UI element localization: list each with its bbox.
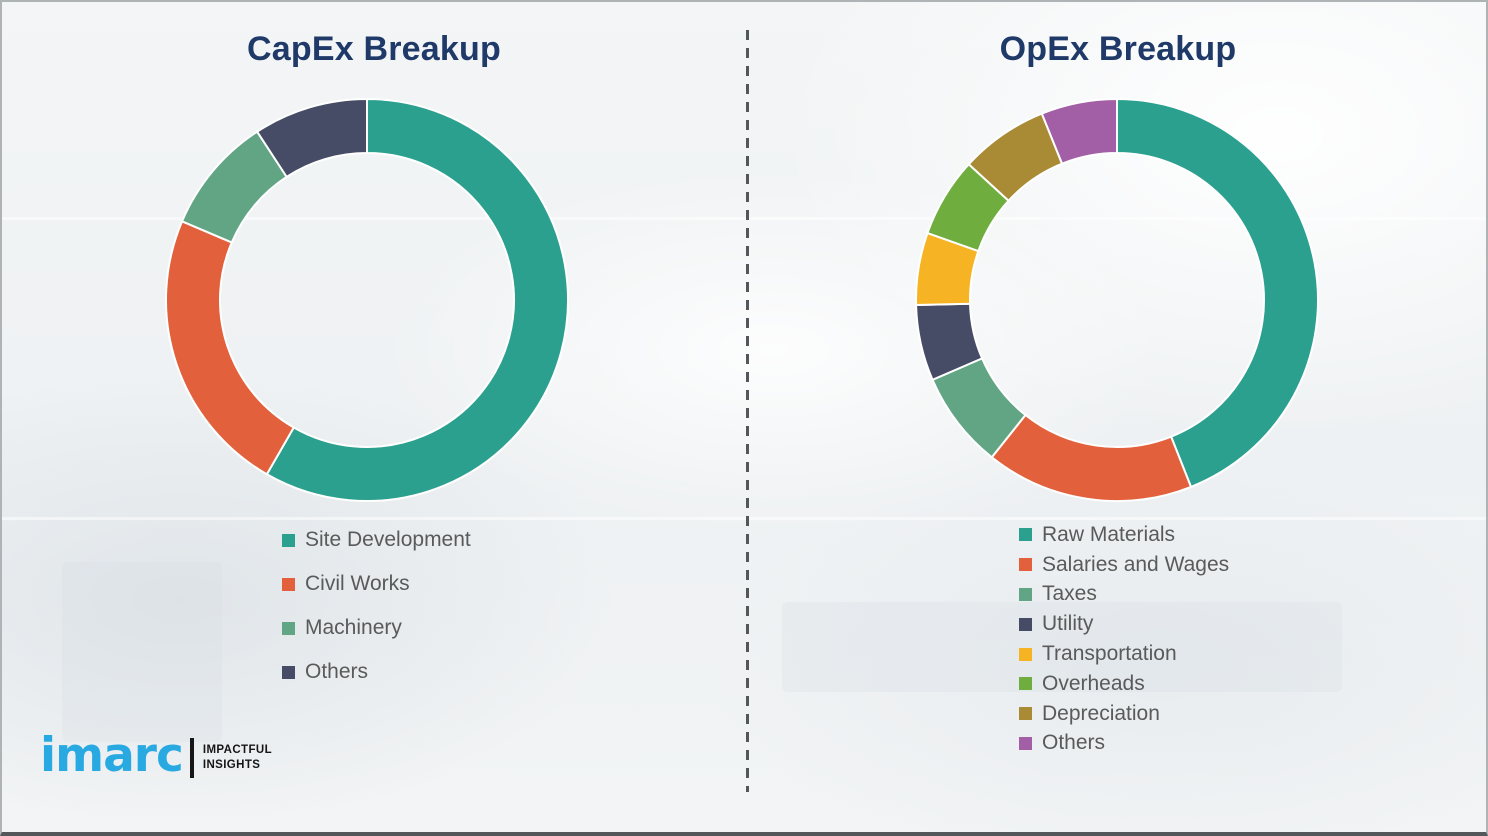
opex-chart-section: OpEx Breakup Raw Materials Salaries and W…	[746, 2, 1486, 832]
legend-swatch-icon	[282, 621, 295, 635]
legend-label: Machinery	[305, 616, 402, 639]
donut-segment-civil-works	[164, 220, 295, 476]
legend-label: Site Development	[305, 528, 471, 551]
legend-swatch-icon	[1019, 707, 1032, 721]
legend-label: Salaries and Wages	[1042, 552, 1230, 576]
legend-item-salaries-and-wages: Salaries and Wages	[1019, 550, 1229, 580]
legend-swatch-icon	[1019, 647, 1032, 661]
legend-label: Others	[305, 660, 369, 683]
legend-swatch-icon	[1019, 677, 1032, 691]
legend-label: Transportation	[1042, 642, 1177, 666]
legend-item-machinery: Machinery	[282, 606, 471, 650]
legend-label: Depreciation	[1042, 701, 1160, 725]
donut-segment-salaries-and-wages	[990, 414, 1192, 502]
opex-donut-chart	[915, 98, 1319, 502]
legend-item-depreciation: Depreciation	[1019, 699, 1229, 729]
legend-label: Overheads	[1042, 671, 1145, 695]
legend-label: Raw Materials	[1042, 522, 1176, 546]
legend-item-site-development: Site Development	[282, 518, 471, 562]
donut-segment-raw-materials	[1116, 98, 1319, 488]
legend-swatch-icon	[282, 533, 295, 547]
donut-segment-site-development	[265, 98, 569, 502]
logo-tagline: IMPACTFUL INSIGHTS	[203, 743, 272, 773]
capex-donut-chart	[164, 98, 569, 502]
legend-label: Utility	[1042, 612, 1094, 636]
legend-item-utility: Utility	[1019, 609, 1229, 639]
legend-item-others: Others	[1019, 729, 1229, 759]
legend-item-transportation: Transportation	[1019, 639, 1229, 669]
vertical-dashed-divider	[746, 30, 749, 792]
capex-chart-section: CapEx Breakup Site Development Civil Work…	[2, 2, 746, 832]
imarc-logo-wordmark: imarc	[40, 728, 184, 783]
capex-chart-title: CapEx Breakup	[247, 30, 501, 68]
legend-swatch-icon	[1019, 736, 1032, 750]
legend-swatch-icon	[1019, 528, 1032, 542]
legend-label: Others	[1042, 731, 1106, 755]
legend-item-taxes: Taxes	[1019, 580, 1229, 610]
legend-swatch-icon	[1019, 558, 1032, 572]
legend-label: Taxes	[1042, 582, 1097, 606]
opex-legend: Raw Materials Salaries and Wages Taxes Util…	[1019, 520, 1229, 758]
donut-segment-others	[1040, 98, 1118, 165]
legend-swatch-icon	[1019, 587, 1032, 601]
legend-swatch-icon	[282, 577, 295, 591]
legend-item-civil-works: Civil Works	[282, 562, 471, 606]
legend-label: Civil Works	[305, 572, 410, 595]
capex-legend: Site Development Civil Works Machinery Othe…	[282, 518, 471, 694]
logo-tagline-line2: INSIGHTS	[202, 758, 261, 771]
logo-tagline-line1: IMPACTFUL	[202, 743, 273, 756]
opex-chart-title: OpEx Breakup	[999, 30, 1237, 68]
legend-item-overheads: Overheads	[1019, 669, 1229, 699]
legend-item-others: Others	[282, 650, 471, 694]
legend-swatch-icon	[1019, 617, 1032, 631]
legend-item-raw-materials: Raw Materials	[1019, 520, 1229, 550]
logo-divider-bar	[189, 737, 194, 778]
donut-segment-others	[256, 98, 368, 178]
legend-swatch-icon	[282, 665, 295, 679]
imarc-logo: imarc IMPACTFUL INSIGHTS	[40, 732, 272, 779]
